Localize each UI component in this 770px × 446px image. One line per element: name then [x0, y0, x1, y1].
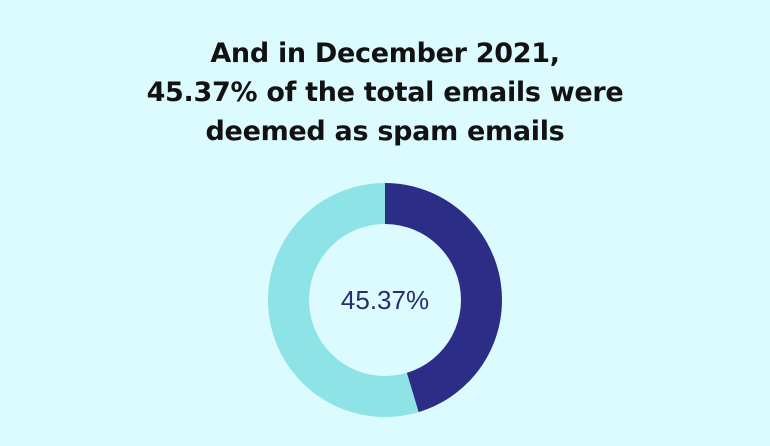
- title-line-2: 45.37% of the total emails were: [146, 77, 624, 108]
- title-line-3: deemed as spam emails: [205, 116, 565, 147]
- title-line-1: And in December 2021,: [210, 38, 560, 69]
- chart-title: And in December 2021, 45.37% of the tota…: [0, 34, 770, 151]
- donut-chart: 45.37%: [268, 183, 503, 417]
- center-value-label: 45.37%: [341, 285, 429, 315]
- donut-hole: [309, 224, 461, 376]
